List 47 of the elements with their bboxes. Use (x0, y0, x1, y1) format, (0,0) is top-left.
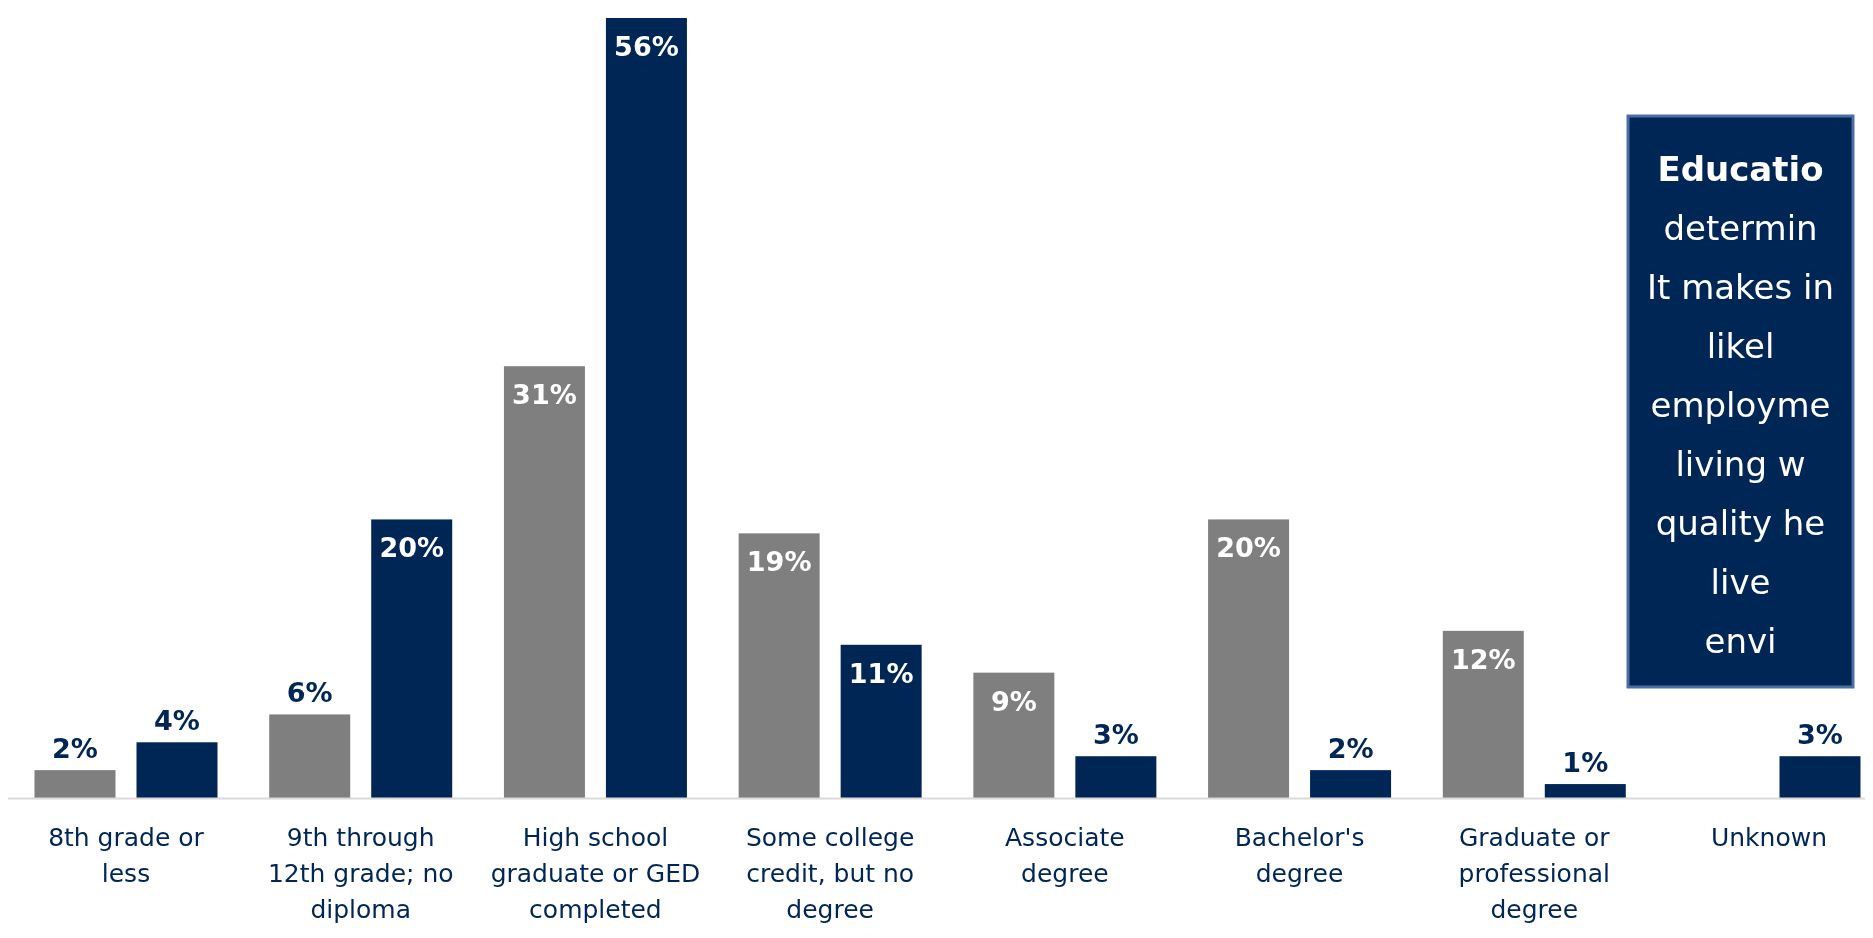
bar (34, 770, 116, 798)
data-label: 9% (990, 685, 1037, 717)
data-label: 20% (379, 532, 445, 564)
x-tick-label: Associate degree (1005, 823, 1125, 888)
bar (503, 366, 585, 798)
data-label: 1% (1562, 747, 1609, 779)
bar (1442, 630, 1524, 798)
x-tick-label: 9th through 12th grade; no diploma (267, 823, 454, 924)
data-label: 56% (614, 31, 679, 62)
annotation: live (1710, 562, 1771, 602)
x-tick-label: High school graduate or GED completed (490, 823, 701, 924)
bar (136, 742, 218, 798)
data-label: 31% (512, 379, 577, 411)
data-label: 6% (286, 677, 333, 709)
data-label: 12% (1450, 643, 1516, 675)
annotation: Educatio (1657, 149, 1824, 189)
x-tick-label: Unknown (1710, 823, 1828, 852)
annotation: likel (1706, 326, 1775, 366)
bar (738, 533, 820, 798)
data-label: 20% (1216, 532, 1281, 564)
x-tick-label: 8th grade or less (48, 823, 205, 888)
annotation: It makes in (1646, 267, 1835, 307)
annotation: living w (1675, 444, 1806, 484)
annotation: determin (1663, 208, 1818, 248)
x-tick-label: Some college credit, but no degree (745, 823, 915, 924)
data-label: 3% (1092, 719, 1139, 751)
bar (1779, 756, 1861, 798)
data-label: 4% (154, 705, 200, 737)
x-tick-label: Graduate or professional degree (1458, 823, 1611, 924)
bar (605, 18, 687, 798)
bar (1208, 519, 1290, 798)
bar (840, 644, 922, 798)
bar (269, 714, 351, 798)
data-label: 3% (1797, 719, 1843, 751)
data-label: 2% (1327, 733, 1374, 765)
annotation: employme (1650, 385, 1831, 425)
bar (371, 519, 453, 798)
bar (973, 672, 1055, 798)
data-label: 11% (848, 657, 914, 689)
data-label: 2% (52, 733, 98, 765)
bar (1310, 770, 1392, 798)
data-label: 19% (746, 546, 812, 578)
bar (1544, 784, 1626, 798)
x-tick-label: Bachelor's degree (1234, 823, 1365, 888)
annotation: envi (1704, 621, 1777, 661)
annotation: quality he (1655, 503, 1826, 543)
bar (1075, 756, 1157, 798)
